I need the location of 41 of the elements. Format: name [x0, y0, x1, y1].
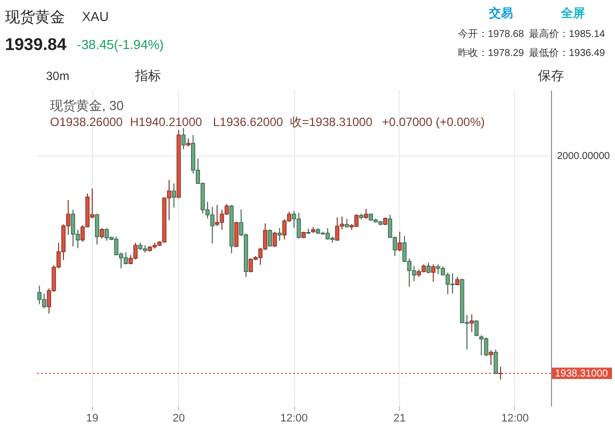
text: 最高价：1985.14: [528, 28, 606, 40]
candlestick: [431, 264, 436, 282]
candlestick: [181, 128, 186, 150]
text: 1939.84: [5, 35, 67, 54]
text: 今开：1978.68: [458, 28, 524, 40]
annotation: L1936.62000: [213, 115, 284, 129]
text: 昨收：1978.29: [458, 47, 524, 59]
text: 交易: [488, 6, 513, 20]
candlestick: [494, 348, 498, 375]
annotation: +0.07000 (+0.00%): [382, 115, 485, 129]
x-tick-label: 12:00: [501, 412, 529, 424]
x-tick-label: 21: [394, 412, 406, 424]
candlestick: [100, 228, 104, 239]
candlestick: [364, 208, 368, 220]
text: 现货黄金, 30: [50, 98, 124, 113]
chart-title: 现货黄金: [5, 9, 65, 26]
text: 1938.31000: [555, 368, 608, 380]
text: -38.45(-1.94%): [77, 37, 164, 52]
text: 2000.00000: [557, 151, 610, 162]
candlestick: [277, 228, 282, 242]
candlestick: [488, 350, 494, 366]
candlestick: [94, 213, 100, 245]
text: 30m: [46, 69, 70, 83]
candlestick: [470, 314, 474, 333]
text: 保存: [538, 68, 564, 83]
text: 最低价：1936.49: [528, 47, 606, 59]
text: 全屏: [560, 6, 585, 20]
candlestick: [272, 231, 277, 248]
annotation: 收=1938.31000: [290, 115, 373, 129]
candlestick: [234, 221, 238, 248]
annotation: O1938.26000: [50, 115, 124, 129]
text: 指标: [134, 68, 161, 83]
x-tick-label: 20: [172, 412, 185, 424]
x-tick-label: 19: [86, 412, 98, 424]
candlestick: [268, 228, 272, 247]
candlestick: [398, 231, 402, 252]
candlestick: [426, 262, 431, 274]
chart-subtitle: XAU: [82, 9, 109, 24]
x-tick-label: 12:00: [280, 412, 308, 424]
annotation: H1940.21000: [130, 115, 202, 129]
candlestick: [172, 182, 176, 208]
